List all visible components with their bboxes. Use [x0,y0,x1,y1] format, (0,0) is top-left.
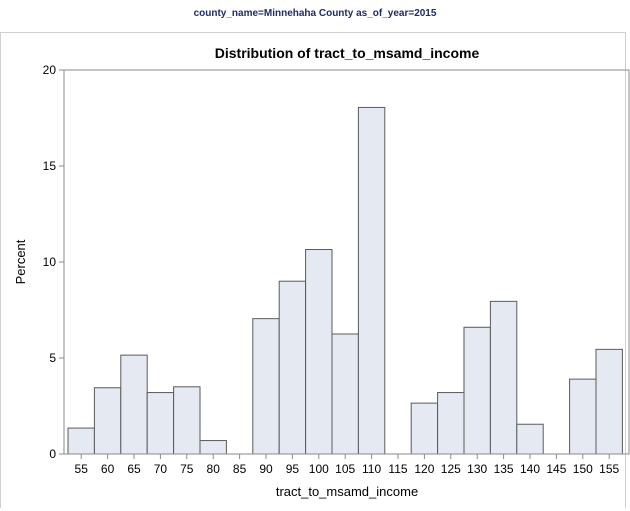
x-tick-label: 150 [573,462,593,476]
x-tick-label: 70 [154,462,168,476]
x-tick-label: 95 [286,462,300,476]
histogram-bar [463,326,491,455]
y-tick-label: 0 [49,447,56,461]
x-tick-label: 130 [467,462,487,476]
y-tick-label: 10 [43,255,57,269]
chart-title: Distribution of tract_to_msamd_income [215,45,480,61]
y-tick-label: 20 [43,63,57,77]
histogram-bar [120,354,148,455]
x-tick-label: 120 [414,462,434,476]
histogram-bar [252,318,280,455]
x-tick-label: 65 [127,462,141,476]
x-tick-label: 90 [259,462,273,476]
histogram-bar [331,333,359,455]
y-tick-label: 15 [43,159,57,173]
x-tick-label: 140 [520,462,540,476]
x-tick-label: 115 [388,462,407,476]
histogram-bar [173,386,201,455]
histogram-bar [516,423,544,455]
x-tick-label: 55 [75,462,89,476]
x-tick-label: 80 [207,462,221,476]
x-tick-label: 110 [362,462,381,476]
histogram-bar [489,300,518,455]
x-tick-label: 155 [599,462,619,476]
histogram-bar [199,440,227,455]
x-tick-label: 145 [546,462,566,476]
chart-panel [0,32,626,508]
x-tick-label: 135 [494,462,514,476]
histogram-bar [437,392,465,455]
histogram-bar [357,106,386,455]
histogram-bar [569,378,597,455]
y-axis-label: Percent [13,239,28,284]
x-tick-label: 60 [101,462,115,476]
histogram-bar [146,392,175,455]
x-tick-label: 75 [180,462,194,476]
x-tick-label: 100 [309,462,329,476]
x-tick-label: 125 [441,462,461,476]
y-tick-label: 5 [49,351,56,365]
histogram-bar [595,348,623,455]
histogram-bar [278,280,307,455]
histogram-bar [67,427,95,455]
by-group-title: county_name=Minnehaha County as_of_year=… [193,8,437,19]
histogram-bar [305,249,333,455]
x-tick-label: 105 [335,462,355,476]
x-tick-label: 85 [233,462,247,476]
x-axis-label: tract_to_msamd_income [276,484,418,499]
histogram-bar [93,387,122,455]
histogram-bar [410,402,439,455]
